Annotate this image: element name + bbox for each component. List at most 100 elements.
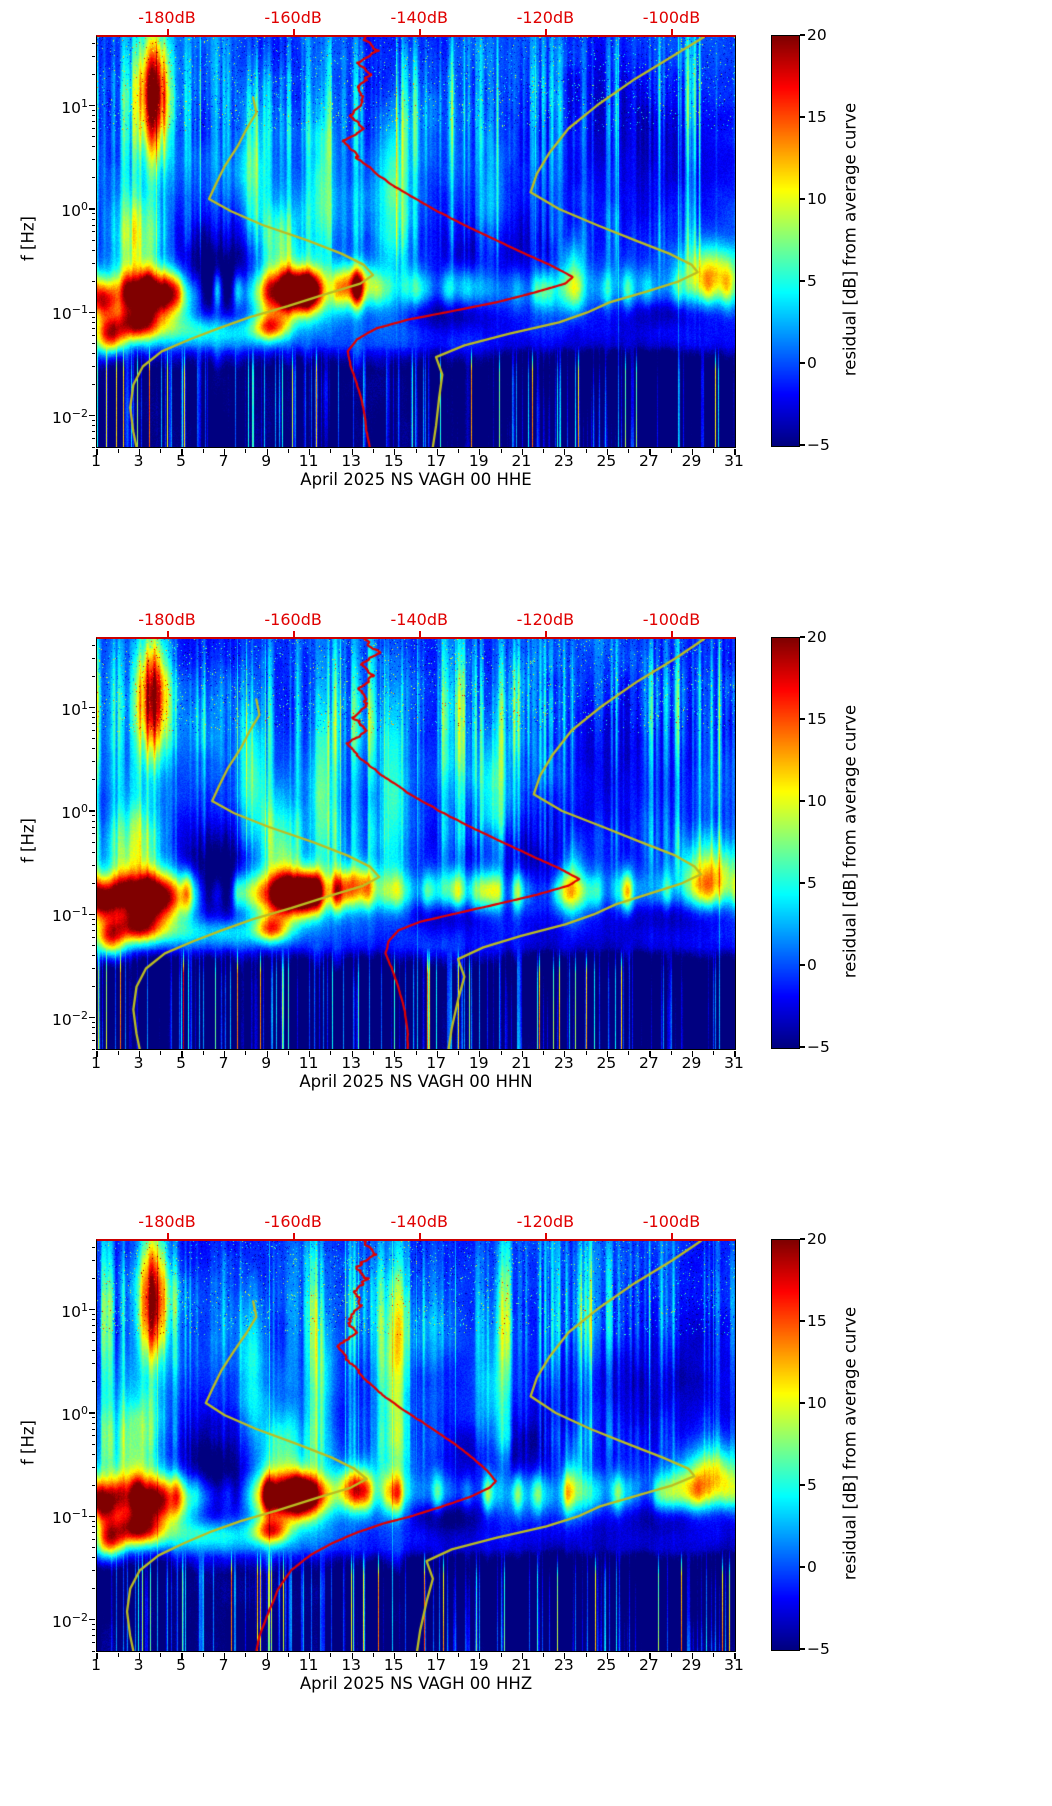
x-major-tick	[224, 1653, 226, 1659]
top-db-tick	[293, 29, 296, 35]
y-minor-tick	[91, 748, 95, 750]
y-major-tick	[89, 1412, 95, 1414]
x-tick-label: 23	[553, 1054, 574, 1072]
top-db-tick	[293, 1233, 296, 1239]
top-db-label: -160dB	[264, 8, 322, 27]
y-minor-tick	[91, 918, 95, 920]
top-db-tick	[167, 29, 170, 35]
x-minor-tick	[458, 1051, 460, 1055]
top-db-tick	[545, 29, 548, 35]
x-minor-tick	[713, 1051, 715, 1055]
x-tick-label: 1	[91, 1656, 101, 1674]
spectrogram-plot	[89, 1233, 736, 1659]
y-tick-label: 10−2	[52, 406, 88, 428]
x-minor-tick	[713, 1653, 715, 1657]
y-minor-tick	[91, 644, 95, 646]
y-minor-tick	[91, 1466, 95, 1468]
x-minor-tick	[670, 1051, 672, 1055]
y-minor-tick	[91, 675, 95, 677]
x-major-tick	[564, 1653, 566, 1659]
y-tick-exponent: −1	[71, 303, 88, 317]
colorbar-tick-label: 5	[807, 272, 817, 290]
x-minor-tick	[372, 449, 374, 453]
x-tick-label: 17	[426, 1054, 447, 1072]
x-minor-tick	[160, 1653, 162, 1657]
y-tick-exponent: 0	[81, 199, 88, 213]
y-minor-tick	[91, 1259, 95, 1261]
x-tick-label: 1	[91, 452, 101, 470]
colorbar	[771, 35, 800, 447]
top-db-label: -140dB	[390, 8, 448, 27]
x-major-tick	[351, 1051, 353, 1057]
x-axis-label: April 2025 NS VAGH 00 HHN	[299, 1072, 533, 1091]
y-minor-tick	[91, 815, 95, 817]
x-major-tick	[479, 1653, 481, 1659]
colorbar-tick	[800, 1320, 805, 1322]
y-tick-exponent: 1	[81, 1300, 88, 1314]
x-major-tick	[351, 1653, 353, 1659]
x-tick-label: 23	[553, 1656, 574, 1674]
x-minor-tick	[500, 1653, 502, 1657]
y-tick-exponent: 1	[81, 96, 88, 110]
x-major-tick	[649, 1051, 651, 1057]
x-tick-label: 7	[218, 452, 229, 470]
colorbar-tick-label: 15	[807, 1312, 827, 1330]
colorbar-tick	[800, 1238, 805, 1240]
y-tick-label: 100	[61, 199, 88, 221]
top-db-label: -120dB	[516, 610, 575, 629]
y-minor-tick	[91, 1313, 95, 1315]
x-minor-tick	[415, 449, 417, 453]
top-db-label: -160dB	[264, 1212, 322, 1231]
x-tick-label: 31	[724, 452, 744, 470]
y-minor-tick	[91, 213, 95, 215]
colorbar-tick	[800, 362, 805, 364]
x-major-tick	[521, 449, 523, 455]
spectrogram-plot	[89, 631, 736, 1057]
x-major-tick	[649, 1653, 651, 1659]
x-tick-label: 3	[133, 1656, 144, 1674]
y-minor-tick	[91, 717, 95, 719]
y-tick-label: 100	[61, 801, 88, 823]
x-major-tick	[266, 1051, 268, 1057]
x-major-tick	[394, 1653, 396, 1659]
colorbar-tick-label: 0	[807, 1558, 817, 1576]
x-tick-label: 15	[383, 452, 404, 470]
top-db-label: -180dB	[138, 610, 196, 629]
x-minor-tick	[585, 1653, 587, 1657]
x-major-tick	[691, 1653, 694, 1659]
x-tick-label: 9	[261, 1054, 272, 1072]
x-minor-tick	[202, 1653, 204, 1657]
y-minor-tick	[91, 1381, 95, 1383]
y-minor-tick	[91, 1417, 95, 1419]
x-major-tick	[606, 1653, 608, 1659]
y-minor-tick	[91, 1642, 95, 1644]
x-minor-tick	[202, 449, 204, 453]
x-minor-tick	[543, 1051, 545, 1055]
x-minor-tick	[245, 1653, 247, 1657]
spectrogram-panel-hhn: f [Hz] April 2025 NS VAGH 00 HHN residua…	[0, 602, 1052, 1204]
y-minor-tick	[91, 841, 95, 843]
y-minor-tick	[91, 1363, 95, 1365]
y-tick-label: 10−2	[52, 1008, 88, 1030]
x-major-tick	[734, 449, 736, 455]
x-tick-label: 9	[261, 452, 272, 470]
y-minor-tick	[91, 42, 95, 44]
x-minor-tick	[713, 449, 715, 453]
y-major-tick	[89, 1515, 95, 1517]
x-major-tick	[436, 1653, 438, 1659]
colorbar	[771, 1239, 800, 1651]
y-tick-label: 10−1	[52, 1507, 88, 1528]
x-major-tick	[181, 449, 183, 455]
y-minor-tick	[91, 1033, 95, 1035]
y-tick-label: 10−1	[52, 905, 88, 926]
y-minor-tick	[91, 1520, 95, 1522]
y-minor-tick	[91, 723, 95, 725]
y-minor-tick	[91, 1350, 95, 1352]
colorbar-tick	[800, 280, 805, 282]
y-minor-tick	[91, 115, 95, 117]
y-minor-tick	[91, 1525, 95, 1527]
x-minor-tick	[415, 1653, 417, 1657]
x-tick-label: 19	[468, 1656, 489, 1674]
x-minor-tick	[117, 1653, 119, 1657]
x-minor-tick	[628, 449, 630, 453]
